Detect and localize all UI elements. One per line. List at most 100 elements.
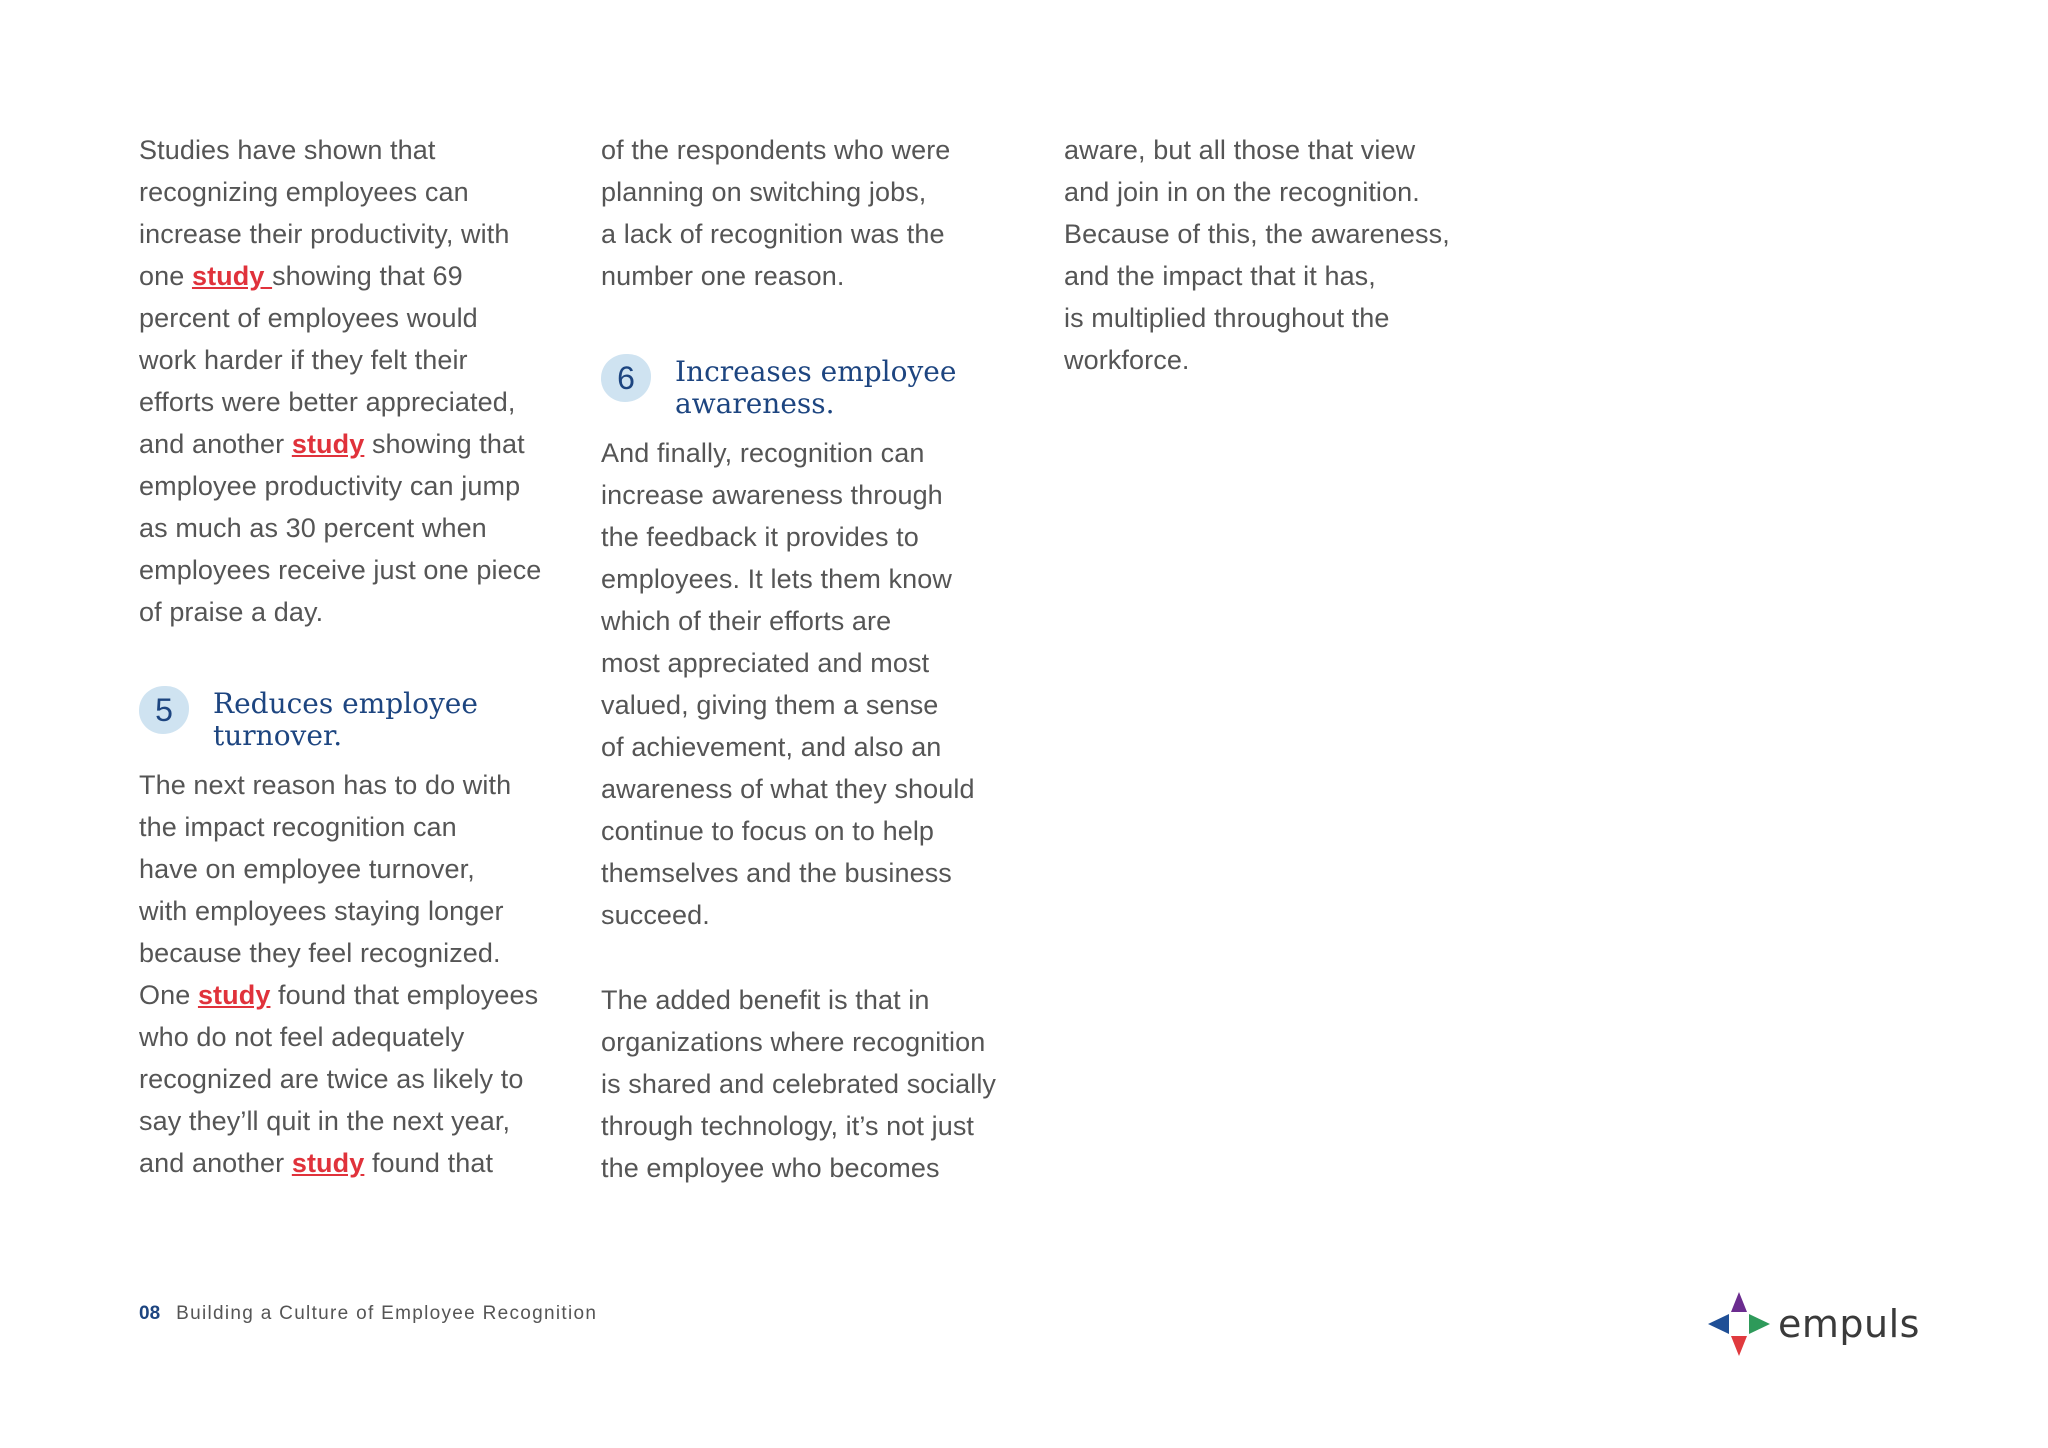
text-segment: valued, giving them a sense — [601, 690, 939, 720]
text-line: The added benefit is that in — [601, 979, 996, 1021]
text-segment: succeed. — [601, 900, 710, 930]
text-segment: of the respondents who were — [601, 135, 951, 165]
study-link[interactable]: study — [191, 261, 273, 291]
text-line: Studies have shown that — [139, 129, 541, 171]
text-segment: The next reason has to do with — [139, 770, 512, 800]
text-segment: number one reason. — [601, 261, 845, 291]
text-segment: organizations where recognition — [601, 1027, 986, 1057]
text-line: planning on switching jobs, — [601, 171, 950, 213]
text-line: and the impact that it has, — [1064, 255, 1450, 297]
text-segment: say they’ll quit in the next year, — [139, 1106, 511, 1136]
section-heading: 5 Reduces employee turnover. — [139, 686, 478, 752]
text-segment: showing that — [364, 429, 525, 459]
text-line: say they’ll quit in the next year, — [139, 1100, 538, 1142]
text-line: is shared and celebrated socially — [601, 1063, 996, 1105]
text-line: succeed. — [601, 894, 975, 936]
text-line: recognized are twice as likely to — [139, 1058, 538, 1100]
document-title: Building a Culture of Employee Recogniti… — [176, 1303, 598, 1324]
body-paragraph: And finally, recognition can increase awa… — [601, 432, 975, 936]
section-title: Increases employee awareness. — [675, 356, 956, 420]
text-line: continue to focus on to help — [601, 810, 975, 852]
text-segment: employees receive just one piece — [139, 555, 542, 585]
text-segment: and another — [139, 1148, 292, 1178]
text-line: the feedback it provides to — [601, 516, 975, 558]
text-segment: with employees staying longer — [139, 896, 504, 926]
text-segment: employee productivity can jump — [139, 471, 521, 501]
text-segment: found that employees — [270, 980, 539, 1010]
text-segment: planning on switching jobs, — [601, 177, 927, 207]
text-line: who do not feel adequately — [139, 1016, 538, 1058]
text-line: through technology, it’s not just — [601, 1105, 996, 1147]
text-segment: efforts were better appreciated, — [139, 387, 516, 417]
section-title: Reduces employee turnover. — [213, 688, 478, 752]
text-line: increase their productivity, with — [139, 213, 541, 255]
text-segment: the impact recognition can — [139, 812, 457, 842]
text-segment: Studies have shown that — [139, 135, 436, 165]
text-segment: as much as 30 percent when — [139, 513, 487, 543]
logo-wordmark: empuls — [1778, 1302, 1920, 1346]
text-segment: recognizing employees can — [139, 177, 469, 207]
text-line: And finally, recognition can — [601, 432, 975, 474]
text-line: valued, giving them a sense — [601, 684, 975, 726]
text-line: organizations where recognition — [601, 1021, 996, 1063]
text-line: have on employee turnover, — [139, 848, 538, 890]
text-segment: found that — [364, 1148, 494, 1178]
text-segment: recognized are twice as likely to — [139, 1064, 524, 1094]
text-segment: through technology, it’s not just — [601, 1111, 975, 1141]
text-line: one study showing that 69 — [139, 255, 541, 297]
section-number-badge: 6 — [601, 354, 651, 402]
text-line: most appreciated and most — [601, 642, 975, 684]
text-line: with employees staying longer — [139, 890, 538, 932]
text-segment: which of their efforts are — [601, 606, 892, 636]
study-link[interactable]: study — [291, 429, 365, 459]
text-segment: One — [139, 980, 198, 1010]
text-line: a lack of recognition was the — [601, 213, 950, 255]
study-link[interactable]: study — [197, 980, 271, 1010]
text-line: aware, but all those that view — [1064, 129, 1450, 171]
section-heading: 6 Increases employee awareness. — [601, 354, 956, 420]
text-segment: workforce. — [1064, 345, 1190, 375]
section-title-line: Reduces employee — [213, 687, 478, 720]
section-number-badge: 5 — [139, 686, 189, 734]
text-line: work harder if they felt their — [139, 339, 541, 381]
study-link[interactable]: study — [291, 1148, 365, 1178]
text-line: because they feel recognized. — [139, 932, 538, 974]
text-line: and another study showing that — [139, 423, 541, 465]
text-segment: aware, but all those that view — [1064, 135, 1416, 165]
text-line: of the respondents who were — [601, 129, 950, 171]
text-line: awareness of what they should — [601, 768, 975, 810]
text-segment: of achievement, and also an — [601, 732, 942, 762]
text-line: workforce. — [1064, 339, 1450, 381]
section-title-line: turnover. — [213, 719, 343, 752]
section-title-line: awareness. — [675, 387, 835, 420]
text-segment: the feedback it provides to — [601, 522, 919, 552]
text-line: of praise a day. — [139, 591, 541, 633]
text-line: the impact recognition can — [139, 806, 538, 848]
text-line: employees. It lets them know — [601, 558, 975, 600]
text-segment: because they feel recognized. — [139, 938, 501, 968]
text-segment: work harder if they felt their — [139, 345, 468, 375]
page-number: 08 — [139, 1303, 161, 1324]
text-segment: showing that 69 — [272, 261, 463, 291]
text-segment: a lack of recognition was the — [601, 219, 945, 249]
text-line: increase awareness through — [601, 474, 975, 516]
text-segment: of praise a day. — [139, 597, 324, 627]
empuls-logo: empuls — [1708, 1292, 1920, 1356]
text-line: the employee who becomes — [601, 1147, 996, 1189]
text-segment: increase their productivity, with — [139, 219, 510, 249]
text-segment: and the impact that it has, — [1064, 261, 1376, 291]
text-segment: and another — [139, 429, 292, 459]
text-line: The next reason has to do with — [139, 764, 538, 806]
text-segment: is multiplied throughout the — [1064, 303, 1390, 333]
text-line: themselves and the business — [601, 852, 975, 894]
text-segment: and join in on the recognition. — [1064, 177, 1420, 207]
text-segment: increase awareness through — [601, 480, 943, 510]
text-line: as much as 30 percent when — [139, 507, 541, 549]
text-segment: themselves and the business — [601, 858, 952, 888]
text-line: percent of employees would — [139, 297, 541, 339]
text-line: employee productivity can jump — [139, 465, 541, 507]
text-segment: the employee who becomes — [601, 1153, 940, 1183]
body-paragraph: aware, but all those that view and join i… — [1064, 129, 1450, 381]
text-segment: continue to focus on to help — [601, 816, 935, 846]
text-line: and join in on the recognition. — [1064, 171, 1450, 213]
